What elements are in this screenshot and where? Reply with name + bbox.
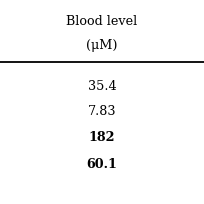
Text: 182: 182 bbox=[89, 131, 115, 144]
Text: Blood level: Blood level bbox=[66, 15, 138, 28]
Text: 60.1: 60.1 bbox=[86, 158, 118, 171]
Text: 7.83: 7.83 bbox=[88, 105, 116, 118]
Text: 35.4: 35.4 bbox=[88, 80, 116, 93]
Text: (μM): (μM) bbox=[86, 39, 118, 52]
